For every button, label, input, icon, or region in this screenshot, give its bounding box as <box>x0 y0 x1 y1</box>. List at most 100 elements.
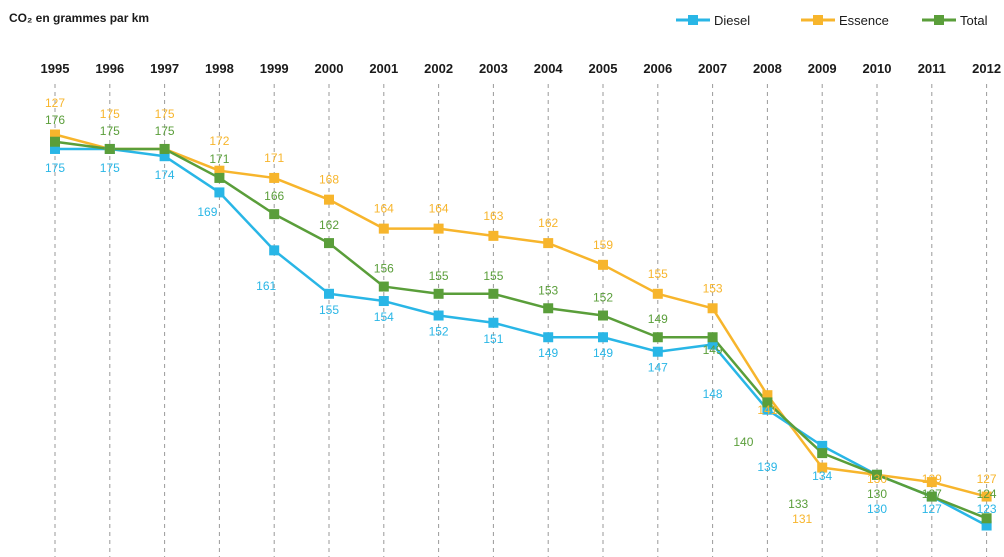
year-label-2012: 2012 <box>972 61 1001 76</box>
marker-essence-2007 <box>707 303 718 314</box>
legend-label-diesel: Diesel <box>714 13 750 28</box>
year-label-2006: 2006 <box>643 61 672 76</box>
data-label-diesel-2002: 152 <box>429 325 449 339</box>
data-label-total-2003: 155 <box>483 269 503 283</box>
legend-label-total: Total <box>960 13 988 28</box>
data-label-total-2012: 124 <box>977 487 997 501</box>
marker-essence-2003 <box>488 230 499 241</box>
marker-essence-2005 <box>598 259 608 270</box>
data-label-essence-2006: 155 <box>648 267 668 281</box>
data-label-essence-2011: 129 <box>922 472 942 486</box>
year-label-2011: 2011 <box>918 61 946 76</box>
legend-marker-total <box>934 15 944 25</box>
data-label-essence-2012: 127 <box>977 472 997 486</box>
data-label-essence-1998: 172 <box>209 134 229 148</box>
marker-total-2005 <box>598 310 608 321</box>
marker-total-2009 <box>817 448 828 459</box>
series-line-total <box>54 140 988 520</box>
data-label-total-2008: 140 <box>733 435 753 449</box>
data-label-total-1999: 166 <box>264 189 284 203</box>
data-label-diesel-2001: 154 <box>374 310 394 324</box>
series-line-essence <box>54 133 987 498</box>
series-line-diesel <box>55 147 988 527</box>
marker-diesel-2003 <box>488 317 499 328</box>
year-label-1995: 1995 <box>41 61 70 76</box>
data-label-essence-1999: 171 <box>264 151 284 165</box>
year-label-2005: 2005 <box>589 61 618 76</box>
data-labels: 127 175 175 172 171 168 164 164 163 162 159 155 153 1… <box>45 96 997 526</box>
marker-essence-2011 <box>926 477 937 488</box>
data-label-total-2009: 133 <box>788 497 808 511</box>
data-label-diesel-2004: 149 <box>538 346 558 360</box>
year-label-2009: 2009 <box>808 61 837 76</box>
data-label-essence-2008: 141 <box>757 403 777 417</box>
data-label-diesel-1996: 175 <box>100 161 120 175</box>
grid-lines <box>54 84 988 557</box>
data-label-diesel-2000: 155 <box>319 303 339 317</box>
year-label-2000: 2000 <box>315 61 344 76</box>
data-label-essence-1997: 175 <box>155 107 175 121</box>
marker-essence-2001 <box>378 223 389 234</box>
marker-total-1995 <box>50 136 60 147</box>
year-label-1998: 1998 <box>205 61 234 76</box>
marker-total-2007 <box>707 332 718 343</box>
marker-total-2008 <box>762 397 773 408</box>
data-label-total-2001: 156 <box>374 262 394 276</box>
marker-total-2004 <box>543 303 554 314</box>
data-label-essence-2004: 162 <box>538 216 558 230</box>
data-label-total-2011: 127 <box>922 487 942 501</box>
marker-essence-2002 <box>433 223 444 234</box>
year-label-2004: 2004 <box>534 61 564 76</box>
marker-total-2011 <box>926 491 937 502</box>
year-label-1996: 1996 <box>95 61 124 76</box>
marker-total-2003 <box>488 288 499 299</box>
year-label-2002: 2002 <box>424 61 453 76</box>
marker-diesel-1997 <box>159 151 170 162</box>
data-label-diesel-2010: 130 <box>867 502 887 516</box>
marker-diesel-1999 <box>269 245 280 256</box>
data-label-diesel-2009: 134 <box>812 469 832 483</box>
marker-total-2001 <box>378 281 389 292</box>
marker-diesel-2005 <box>598 332 608 343</box>
marker-total-1996 <box>104 143 115 154</box>
data-label-essence-2003: 163 <box>483 209 503 223</box>
data-label-total-2007: 149 <box>703 343 723 357</box>
marker-total-2002 <box>433 288 444 299</box>
data-label-essence-2001: 164 <box>374 202 394 216</box>
data-label-total-1996: 175 <box>100 124 120 138</box>
data-label-diesel-1999: 161 <box>256 279 276 293</box>
data-label-diesel-2008: 139 <box>757 460 777 474</box>
data-label-essence-2010: 130 <box>867 472 887 486</box>
data-label-total-1997: 175 <box>155 124 175 138</box>
marker-essence-2012 <box>981 491 992 502</box>
marker-essence-2004 <box>543 238 554 249</box>
data-label-total-2006: 149 <box>648 312 668 326</box>
marker-diesel-1998 <box>214 187 225 198</box>
year-label-2003: 2003 <box>479 61 508 76</box>
marker-diesel-2002 <box>433 310 444 321</box>
marker-total-2010 <box>872 469 882 480</box>
data-label-essence-1996: 175 <box>100 107 120 121</box>
data-label-total-2004: 153 <box>538 283 558 297</box>
data-label-diesel-2007: 148 <box>703 387 723 401</box>
marker-diesel-2006 <box>652 346 663 357</box>
marker-diesel-2009 <box>817 440 828 451</box>
year-label-2007: 2007 <box>698 61 727 76</box>
legend-marker-essence <box>813 15 823 25</box>
data-label-essence-2000: 168 <box>319 173 339 187</box>
data-label-essence-2005: 159 <box>593 238 613 252</box>
marker-essence-2000 <box>324 194 334 205</box>
data-label-total-2005: 152 <box>593 291 613 305</box>
data-label-essence-2007: 153 <box>703 281 723 295</box>
data-label-total-2000: 162 <box>319 218 339 232</box>
data-label-total-1998: 171 <box>209 152 229 166</box>
data-label-diesel-1998: 169 <box>197 205 217 219</box>
chart-title: CO₂ en grammes par km <box>9 11 149 25</box>
marker-diesel-2001 <box>378 296 389 307</box>
marker-total-1999 <box>269 209 280 220</box>
marker-essence-1995 <box>50 129 60 140</box>
data-label-total-2002: 155 <box>429 269 449 283</box>
marker-essence-1998 <box>214 165 225 176</box>
data-label-total-2010: 130 <box>867 487 887 501</box>
data-label-diesel-2005: 149 <box>593 346 613 360</box>
